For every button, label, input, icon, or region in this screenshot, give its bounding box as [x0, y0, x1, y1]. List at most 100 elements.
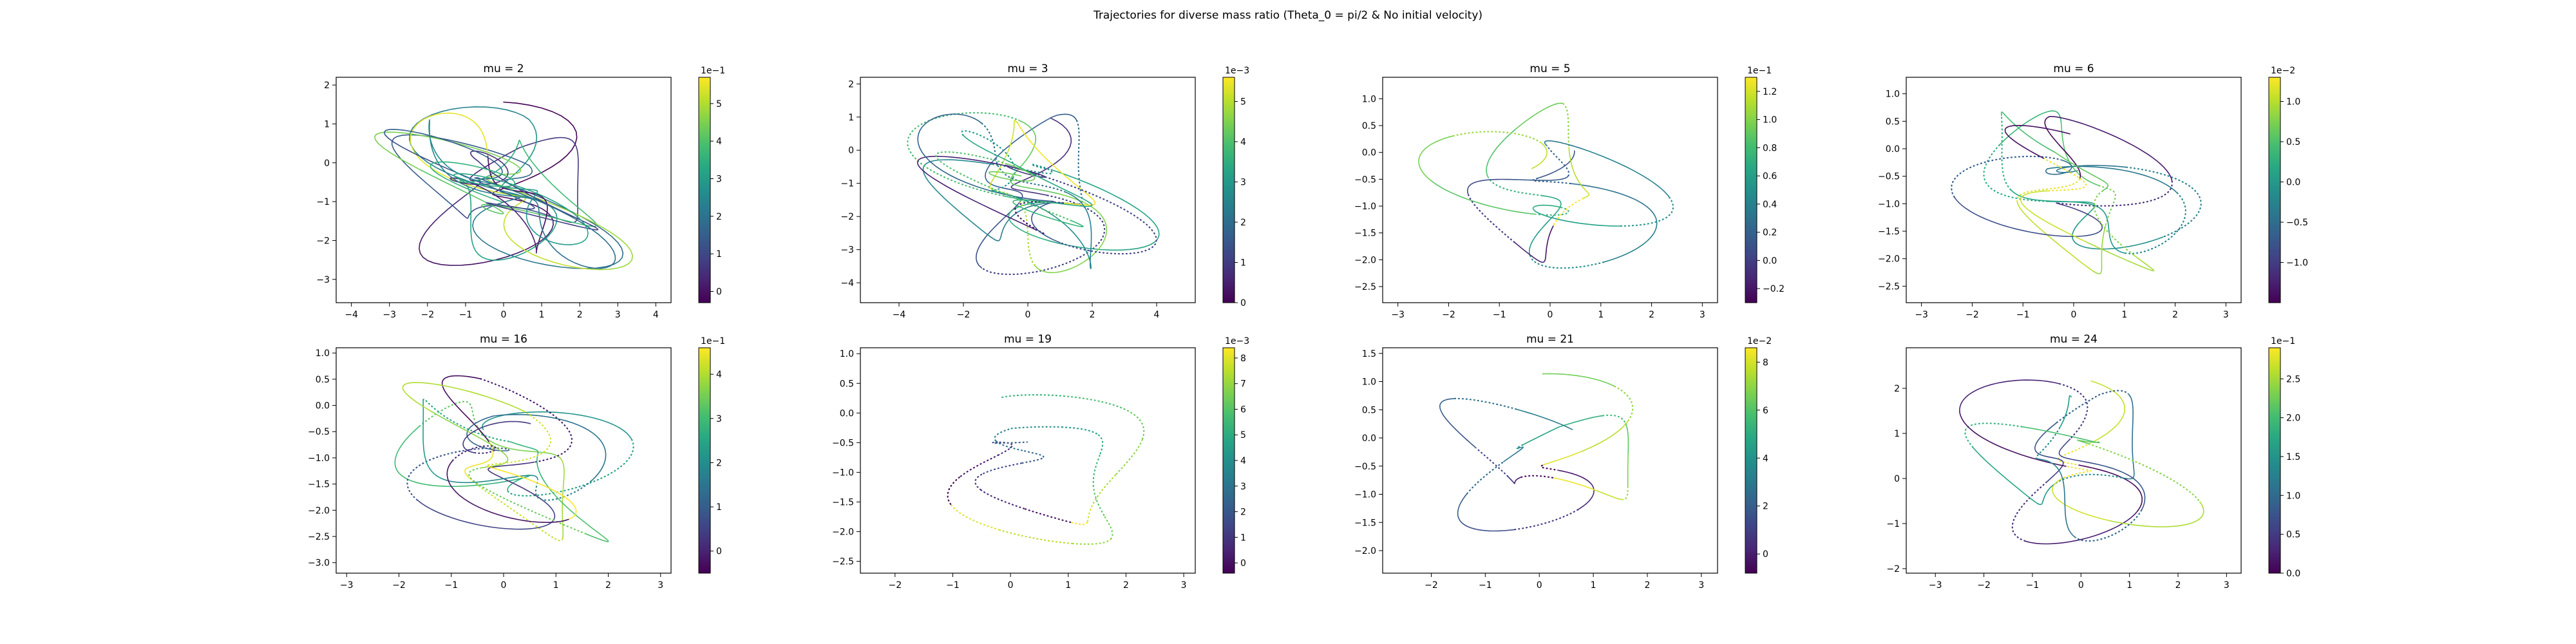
trajectory-group [1959, 379, 2204, 545]
trajectory-segment [431, 411, 509, 469]
trajectory-segment [990, 202, 1068, 242]
trajectory-segment [974, 473, 985, 491]
trajectory-segment [989, 189, 1091, 261]
trajectory-segment [1430, 180, 1537, 215]
axes-frame [1906, 77, 2242, 303]
trajectory-segment [1964, 422, 2023, 448]
colorbar-tick-label: 0.0 [2286, 178, 2300, 188]
trajectory-segment [975, 185, 1023, 269]
trajectory-segment [1439, 398, 1455, 415]
trajectory-segment [2034, 422, 2058, 458]
colorbar-tick-label: 3 [716, 175, 722, 185]
subplot-title: mu = 6 [2053, 62, 2094, 75]
trajectory-segment [1513, 242, 1546, 263]
trajectory-segment [1582, 187, 1590, 200]
figure-title: Trajectories for diverse mass ratio (The… [1093, 9, 1483, 22]
y-tick-label: −1.0 [1354, 202, 1376, 212]
trajectory-segment [1003, 195, 1050, 242]
y-tick-label: −3 [840, 245, 854, 256]
subplot-3: mu = 5 −3 −2 −1 0 1 2 3 −2.5 −2.0 −1.5 −1.0 −0.5 0.0 0… [1354, 62, 1785, 320]
trajectory-segment [2011, 481, 2047, 542]
colorbar-tick-label: 4 [1240, 456, 1246, 466]
y-tick-label: −1.0 [1878, 199, 1900, 209]
trajectory-segment [2043, 157, 2087, 192]
trajectory-segment [1127, 410, 1145, 440]
axes-frame [336, 77, 672, 303]
y-tick-label: 1 [848, 113, 854, 123]
x-tick-label: 2 [605, 580, 611, 591]
trajectory-group [1418, 102, 1674, 269]
x-tick-label: 2 [1645, 580, 1651, 591]
trajectory-segment [2090, 380, 2126, 442]
trajectory-segment [2054, 473, 2122, 484]
trajectory-segment [1602, 414, 1627, 424]
trajectory-segment [416, 499, 556, 530]
trajectory-segment [1507, 475, 1515, 484]
trajectory-segment [1517, 446, 1524, 449]
trajectory-segment [1972, 446, 2038, 504]
trajectory-segment [960, 454, 999, 477]
x-tick-label: −4 [345, 310, 358, 320]
colorbar-tick-label: 0.5 [2286, 530, 2300, 540]
trajectory-segment [477, 160, 599, 231]
colorbar-exponent: 1e−1 [2271, 336, 2295, 346]
trajectory-segment [2004, 124, 2070, 159]
trajectory-segment [453, 173, 589, 245]
colorbar [1745, 347, 1757, 574]
y-tick-label: 2 [848, 79, 854, 90]
trajectory-segment [2098, 185, 2117, 225]
colorbar-tick-label: 1 [1240, 258, 1246, 269]
subplot-title: mu = 5 [1530, 62, 1570, 75]
trajectory-segment [989, 162, 1036, 182]
trajectory-segment [2088, 443, 2201, 503]
trajectory-segment [1092, 485, 1106, 518]
trajectory-segment [560, 457, 565, 540]
colorbar-tick-label: 1.5 [2286, 452, 2300, 462]
trajectory-segment [469, 185, 588, 270]
trajectory-segment [2059, 395, 2072, 429]
trajectory-segment [402, 382, 525, 412]
subplot-title: mu = 21 [1526, 333, 1574, 346]
colorbar-tick-label: 2 [1240, 507, 1246, 518]
x-tick-label: 0 [2071, 310, 2077, 320]
trajectory-segment [950, 503, 1000, 531]
colorbar-tick-label: 0 [716, 547, 722, 557]
trajectory-segment [384, 134, 536, 210]
subplot-title: mu = 16 [480, 333, 527, 346]
y-tick-label: 0.0 [1362, 148, 1376, 158]
trajectory-segment [2054, 151, 2109, 192]
trajectory-segment [1466, 178, 1512, 194]
x-tick-label: 3 [1698, 580, 1704, 591]
axes-frame [1382, 347, 1718, 574]
trajectory-segment [487, 464, 577, 520]
trajectory-segment [1999, 110, 2062, 146]
trajectory-segment [1541, 194, 1562, 216]
trajectory-segment [1535, 207, 1569, 216]
colorbar-tick-label: 2 [1240, 218, 1246, 228]
trajectory-segment [1544, 140, 1584, 150]
trajectory-segment [2091, 462, 2146, 511]
y-tick-label: −2.5 [308, 532, 330, 542]
x-tick-label: 2 [2175, 580, 2181, 591]
y-tick-label: −1.0 [308, 453, 330, 464]
trajectory-segment [518, 139, 598, 227]
trajectory-segment [2108, 501, 2204, 527]
trajectory-segment [374, 131, 522, 175]
trajectory-segment [2044, 116, 2081, 179]
trajectory-segment [1535, 211, 1622, 227]
x-tick-label: −3 [1915, 310, 1928, 320]
trajectory-segment [1951, 155, 2062, 198]
y-tick-label: −1 [840, 179, 854, 189]
y-tick-label: −2.0 [1354, 546, 1376, 556]
trajectory-segment [450, 150, 509, 185]
trajectory-segment [947, 475, 961, 505]
y-tick-label: 0.5 [316, 375, 330, 385]
trajectory-segment [1021, 456, 1045, 464]
trajectory-segment [2093, 190, 2135, 256]
y-tick-label: −4 [840, 278, 854, 289]
x-tick-label: −1 [459, 310, 473, 320]
x-tick-label: 4 [653, 310, 659, 320]
trajectory-segment [484, 475, 530, 492]
y-tick-label: 1.0 [1362, 377, 1376, 388]
x-tick-label: −1 [1479, 580, 1492, 591]
